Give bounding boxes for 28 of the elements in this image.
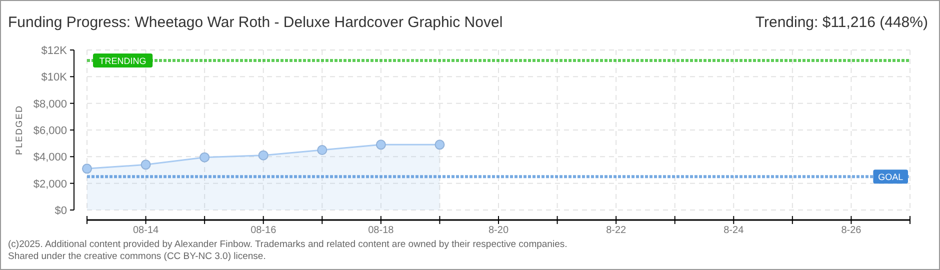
point (376, 140, 386, 150)
point (258, 150, 268, 160)
y-tick-label: $4,000 (33, 152, 67, 164)
point (140, 160, 151, 170)
point (317, 145, 328, 155)
point (200, 152, 210, 162)
x-tick-label: 8-22 (606, 225, 627, 236)
text: (c)2025. Additional content provided by Alexander Finbow. Trademarks and related content are owned by their respective companies. (8, 239, 568, 250)
point (82, 164, 92, 174)
y-tick-label: $12K (41, 45, 68, 57)
text: Shared under the creative commons (CC BY-NC 3.0) license. (8, 251, 266, 262)
x-tick-label: 08-16 (250, 225, 277, 236)
x-tick-label: 08-18 (368, 225, 394, 236)
point (434, 140, 445, 150)
x-tick-label: 8-20 (488, 225, 509, 236)
x-tick-label: 8-26 (841, 225, 862, 236)
x-tick-label: 8-24 (724, 225, 744, 236)
y-tick-label: $8,000 (33, 98, 67, 110)
y-tick-label: $6,000 (33, 125, 67, 137)
ref-line-label: TRENDING (99, 56, 146, 66)
y-axis-title: PLEDGED (14, 104, 24, 156)
chart-title: Funding Progress: Wheetago War Roth - Deluxe Hardcover Graphic Novel (8, 14, 503, 31)
y-tick-label: $10K (41, 72, 68, 84)
chart-subtitle: Trending: $11,216 (448%) (755, 14, 928, 31)
x-tick-label: 08-14 (132, 225, 160, 236)
ref-line-label: GOAL (878, 172, 904, 182)
y-tick-label: $2,000 (33, 178, 67, 190)
y-tick-label: $0 (54, 205, 67, 217)
